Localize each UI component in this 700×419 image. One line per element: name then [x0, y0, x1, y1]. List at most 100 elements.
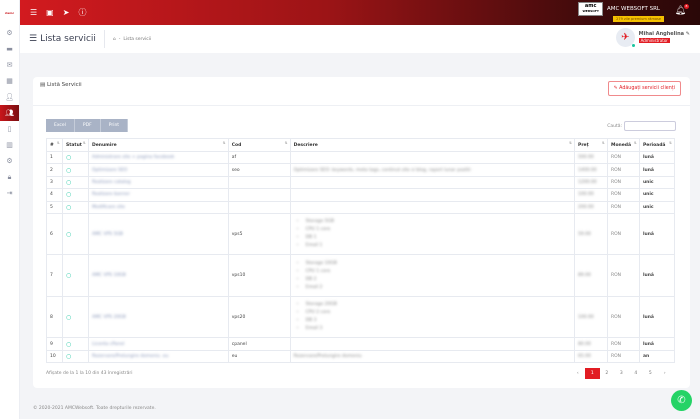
column-label: Descriere: [293, 142, 318, 148]
table-row[interactable]: 5 ○ Modificare site 200.00 RON unic: [46, 200, 676, 214]
description: Rezervare/Prelungire domeniu: [293, 354, 362, 360]
currency: RON: [606, 163, 640, 177]
sidebar-item-user-plus[interactable]: 👤︎: [0, 89, 19, 105]
table-row[interactable]: 4 ○ Realizare banner 100.00 RON unic: [46, 188, 676, 202]
column-header[interactable]: # ⇅: [46, 138, 63, 152]
row-number: 3: [46, 175, 63, 190]
service-name[interactable]: AMC VPS 10GB: [91, 273, 126, 279]
sidebar-item-briefcase[interactable]: ▬: [0, 41, 19, 57]
sidebar-item-calendar[interactable]: ▦: [0, 73, 19, 89]
menu-icon[interactable]: ☰: [30, 8, 38, 17]
search-label: Caută:: [607, 123, 622, 129]
page-1-button[interactable]: 1: [585, 368, 600, 379]
period: lună: [638, 163, 676, 177]
service-code: cpanel: [227, 337, 291, 351]
description-item: CPU 1 core: [306, 226, 571, 234]
period: unic: [638, 200, 676, 214]
page-3-button[interactable]: 3: [619, 371, 623, 376]
description-item: Storage 10GB: [306, 260, 571, 268]
search-input[interactable]: [624, 121, 676, 131]
breadcrumb-current: Lista servicii: [123, 36, 152, 42]
table-row[interactable]: 2 ○ Optimizare SEO seo Optimizare SEO: keywo…: [46, 163, 676, 177]
period: unic: [638, 175, 676, 190]
help-icon[interactable]: ⓘ: [78, 8, 87, 17]
service-name[interactable]: Realizare banner: [91, 192, 130, 198]
table-row[interactable]: 6○ AMC VPS 5GB vps5 Storage 5GBCPU 1 coreDB…: [46, 212, 676, 256]
description-item: DB 2: [306, 276, 571, 284]
column-header[interactable]: Cod ⇅: [227, 138, 291, 152]
currency: RON: [606, 295, 640, 339]
service-name[interactable]: Licenta cPanel: [91, 341, 125, 347]
prev-page-button[interactable]: ‹: [576, 371, 579, 376]
column-label: Cod: [231, 142, 242, 148]
row-number: 1: [46, 150, 63, 165]
table-row[interactable]: 10 ○ Rezervare/Prelungire domeniu .eu eu Rez…: [46, 349, 676, 364]
column-header[interactable]: Perioadă ⇅: [638, 138, 676, 152]
service-name[interactable]: Realizare catalog: [91, 179, 131, 185]
service-code: [227, 188, 291, 202]
edit-icon[interactable]: ✎: [685, 31, 690, 37]
avatar[interactable]: ✈: [615, 28, 635, 47]
period: lună: [638, 254, 676, 297]
pdf-button[interactable]: PDF: [74, 119, 101, 132]
sidebar-item-tablet[interactable]: ▯: [0, 121, 19, 137]
sort-icon: ⇅: [634, 141, 637, 145]
status-active-icon: ○: [65, 178, 72, 186]
service-name[interactable]: AMC VPS 20GB: [91, 314, 126, 320]
column-header[interactable]: Preț ⇅: [574, 138, 608, 152]
table-row[interactable]: 3 ○ Realizare catalog 1200.00 RON unic: [46, 175, 676, 190]
users-icon: 👥︎: [5, 109, 14, 117]
service-name[interactable]: Rezervare/Prelungire domeniu .eu: [91, 354, 169, 360]
table-row[interactable]: 7○ AMC VPS 10GB vps10 Storage 10GBCPU 1 cor…: [46, 254, 676, 297]
home-icon[interactable]: ⌂: [112, 36, 116, 42]
currency: RON: [606, 188, 640, 202]
page-4-button[interactable]: 4: [634, 371, 638, 376]
company-logo: amc WEBSOFT: [578, 2, 603, 16]
service-name[interactable]: Administrare site + pagina facebook: [91, 155, 175, 161]
table-row[interactable]: 9 ○ Licenta cPanel cpanel 80.00 RON lună: [46, 337, 676, 351]
description-item: Email 2: [306, 284, 571, 292]
service-name[interactable]: AMC VPS 5GB: [91, 231, 124, 237]
column-header[interactable]: Descriere ⇅: [289, 138, 576, 152]
service-code: vps20: [227, 295, 291, 339]
sidebar-item-mail[interactable]: ✉: [0, 57, 19, 73]
sidebar-item-users[interactable]: 👥︎: [0, 105, 19, 121]
print-button[interactable]: Print: [100, 119, 129, 132]
logo[interactable]: ▰amc: [4, 10, 15, 15]
sidebar-item-lock[interactable]: 🔒︎: [0, 169, 19, 185]
sidebar-item-logout[interactable]: ⇥: [0, 185, 19, 201]
service-name[interactable]: Modificare site: [91, 204, 125, 210]
sort-icon: ⇅: [569, 141, 573, 145]
price: 59.00: [578, 231, 591, 237]
page-5-button[interactable]: 5: [648, 371, 652, 376]
page-2-button[interactable]: 2: [605, 371, 609, 376]
send-icon[interactable]: ➤: [62, 8, 70, 17]
description-item: DB 1: [306, 234, 571, 242]
add-services-button[interactable]: ✎ Adăugați servicii clienți: [607, 81, 681, 96]
sidebar-item-dashboard[interactable]: ⚙: [0, 25, 19, 41]
whatsapp-icon[interactable]: ✆: [671, 390, 692, 411]
table-info: Afișate de la 1 la 10 din 43 înregistrăr…: [46, 371, 133, 376]
services-card: ▤ Listă Servicii ✎ Adăugați servicii cli…: [33, 77, 690, 388]
user-menu[interactable]: ✈ Mihai Anghelina ✎ Administrator: [615, 28, 690, 47]
table-row[interactable]: 1 ○ Administrare site + pagina facebook af 5…: [46, 150, 676, 165]
period: lună: [638, 150, 676, 165]
column-header[interactable]: Monedă ⇅: [606, 138, 640, 152]
bell-icon[interactable]: 🔔︎ 8: [674, 4, 689, 16]
service-name[interactable]: Optimizare SEO: [91, 167, 128, 173]
sidebar-item-chart[interactable]: ▥: [0, 137, 19, 153]
column-header[interactable]: Denumire ⇅: [87, 138, 229, 152]
role-badge: Administrator: [638, 38, 670, 43]
mail-icon: ✉: [6, 61, 13, 69]
row-number: 2: [46, 163, 63, 177]
description-item: DB 3: [306, 317, 571, 325]
list-icon: ☰: [29, 34, 38, 44]
next-page-button[interactable]: ›: [663, 371, 666, 376]
currency: RON: [606, 150, 640, 165]
row-number: 4: [46, 188, 63, 202]
calendar-icon[interactable]: ▣: [46, 8, 54, 17]
sidebar-item-cogs[interactable]: ⚙: [0, 153, 19, 169]
column-header[interactable]: Statut ⇅: [61, 138, 89, 152]
excel-button[interactable]: Excel: [46, 119, 75, 132]
table-row[interactable]: 8○ AMC VPS 20GB vps20 Storage 20GBCPU 2 cor…: [46, 295, 676, 339]
